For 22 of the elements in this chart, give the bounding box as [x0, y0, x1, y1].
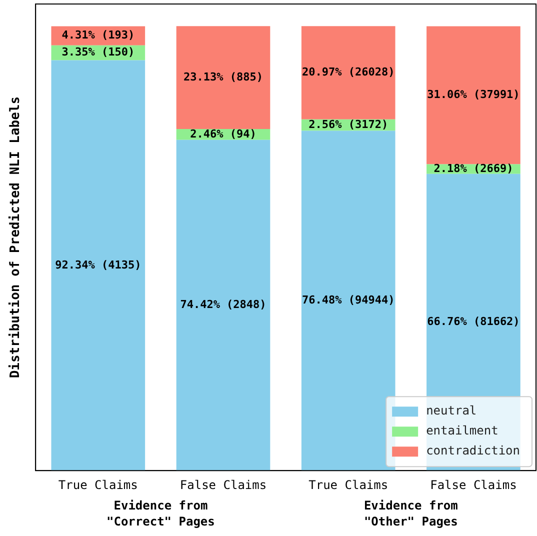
text: Evidence from "Other" Pages — [364, 498, 458, 529]
data-label: 92.34% (4135) — [55, 258, 142, 272]
text: Evidence from "Correct" Pages — [106, 498, 215, 529]
legend-label: neutral — [426, 404, 477, 418]
x-tick-label: False Claims — [180, 478, 267, 492]
data-label: 20.97% (26028) — [302, 66, 395, 79]
data-label: 76.48% (94944) — [302, 294, 395, 307]
legend-label: entailment — [426, 424, 498, 438]
x-tick-label: False Claims — [430, 478, 517, 492]
data-label: 4.31% (193) — [62, 28, 135, 42]
data-label: 2.46% (94) — [190, 127, 256, 140]
data-label: 31.06% (37991) — [427, 88, 520, 102]
y-axis-title: Distribution of Predicted NLI Labels — [8, 96, 24, 378]
data-label: 66.76% (81662) — [427, 315, 520, 328]
legend-label: contradiction — [426, 444, 520, 458]
x-tick-label: True Claims — [58, 478, 138, 492]
data-label: 23.13% (885) — [184, 70, 263, 84]
data-label: 74.42% (2848) — [180, 298, 266, 312]
x-tick-label: True Claims — [308, 478, 388, 492]
data-label: 2.18% (2669) — [434, 162, 514, 175]
data-label: 2.56% (3172) — [308, 118, 388, 131]
data-label: 3.35% (150) — [62, 46, 135, 59]
